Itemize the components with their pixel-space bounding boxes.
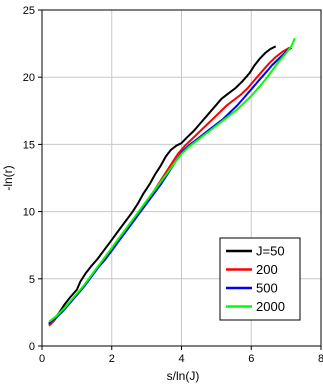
x-ticks: 0 2 4 6 8 xyxy=(39,346,323,365)
series-line-0 xyxy=(48,45,277,326)
series-line-3 xyxy=(48,37,296,323)
y-tick-label: 15 xyxy=(23,139,35,151)
legend-label-0: J=50 xyxy=(256,244,285,259)
x-tick-label: 8 xyxy=(318,353,323,365)
x-tick-label: 4 xyxy=(178,353,184,365)
legend-label-2: 500 xyxy=(256,281,278,296)
legend-label-3: 2000 xyxy=(256,299,285,314)
series-lines xyxy=(48,37,296,327)
legend-label-1: 200 xyxy=(256,262,278,277)
y-tick-label: 25 xyxy=(23,5,35,17)
legend: J=50 200 500 2000 xyxy=(219,237,301,321)
x-axis-label: s/ln(J) xyxy=(167,369,200,383)
y-tick-label: 5 xyxy=(29,274,35,286)
y-ticks: 0 5 10 15 20 25 xyxy=(23,5,42,353)
y-axis-label: -ln(r) xyxy=(1,165,15,190)
x-tick-label: 2 xyxy=(109,353,115,365)
y-tick-label: 0 xyxy=(29,341,35,353)
x-tick-label: 0 xyxy=(39,353,45,365)
y-tick-label: 20 xyxy=(23,72,35,84)
x-tick-label: 6 xyxy=(248,353,254,365)
y-tick-label: 10 xyxy=(23,207,35,219)
